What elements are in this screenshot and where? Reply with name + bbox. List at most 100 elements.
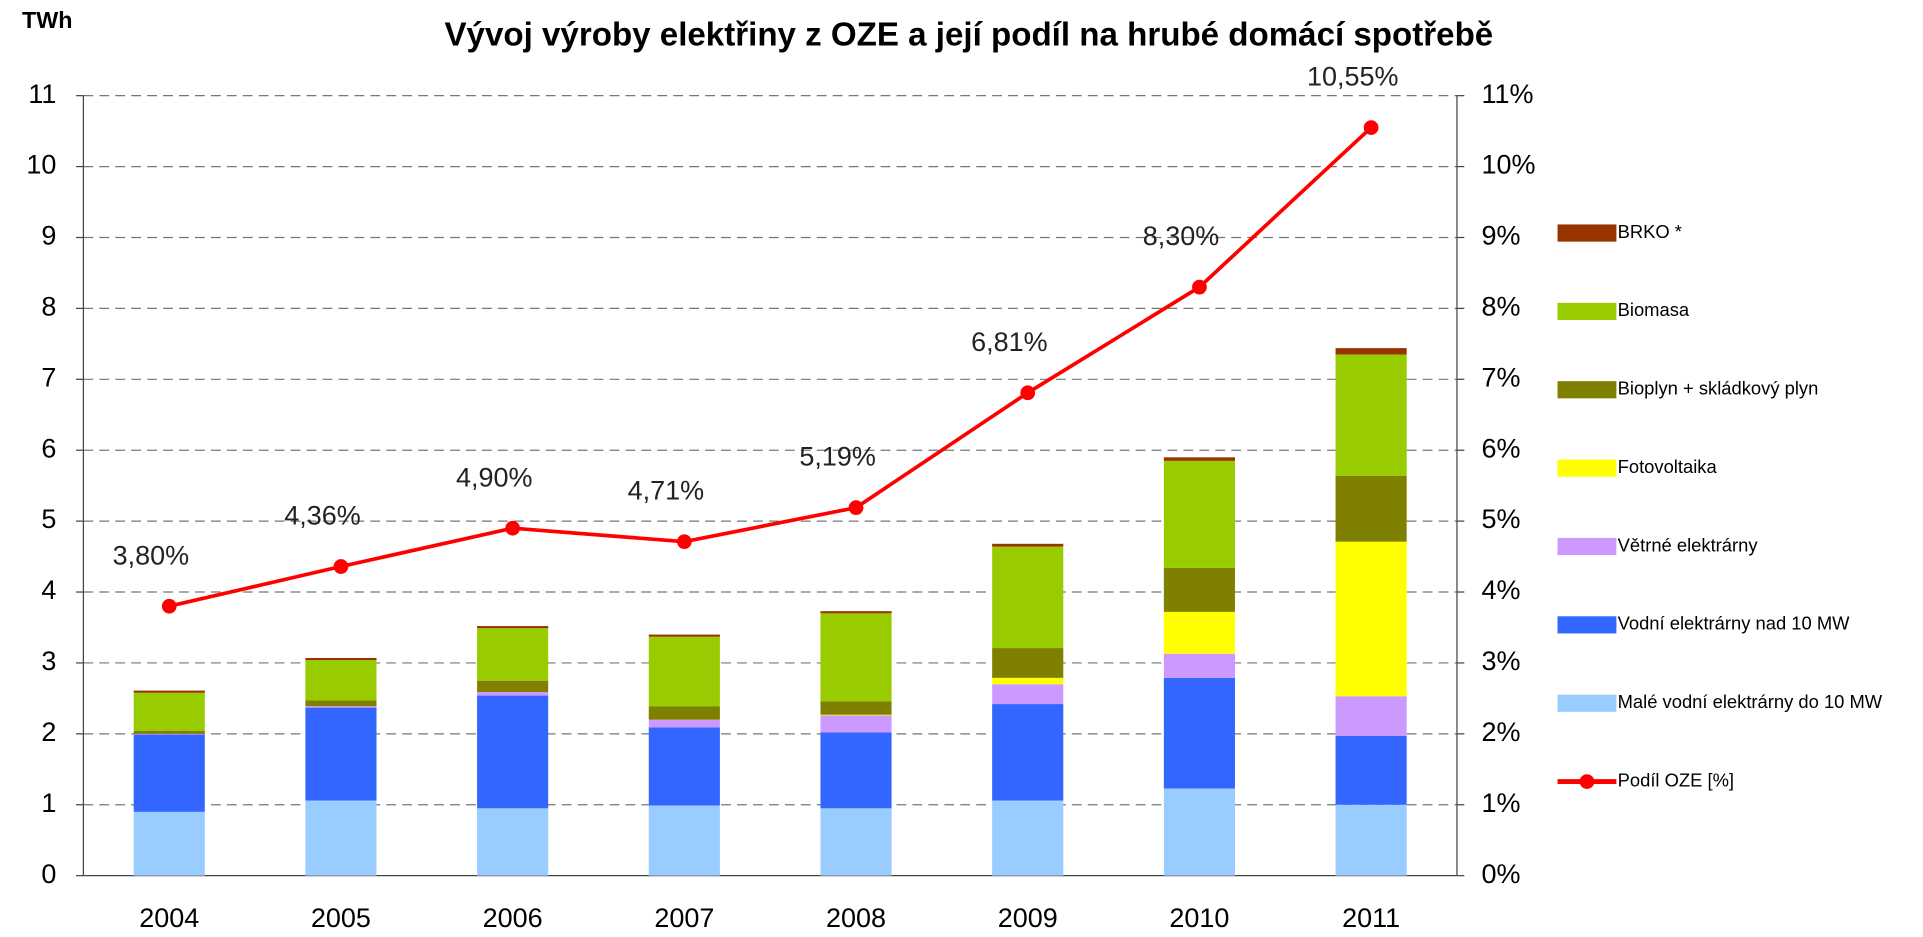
bar-segment (477, 626, 549, 629)
legend-swatch (1557, 302, 1617, 320)
y-tick-label: 10 (26, 150, 56, 180)
legend-label: Vodní elektrárny nad 10 MW (1618, 613, 1851, 634)
bar-segment (305, 706, 377, 708)
data-label: 3,80% (113, 540, 189, 570)
bar-segment (305, 657, 377, 661)
bar-segment (1163, 677, 1235, 789)
chart-title: Vývoj výroby elektřiny z OZE a její podí… (444, 17, 1493, 54)
legend-swatch (1557, 694, 1617, 712)
bar-segment (820, 611, 892, 614)
line-point (848, 500, 864, 516)
data-label: 6,81% (971, 327, 1047, 357)
bar-segment (992, 800, 1064, 876)
line-point (1020, 385, 1036, 401)
x-tick-label: 2005 (311, 903, 371, 933)
bar-segment (648, 805, 720, 876)
y-tick-label: 1 (41, 788, 56, 818)
line-point (161, 598, 177, 614)
bar-segment (133, 734, 205, 812)
bar-segment (133, 692, 205, 732)
bar-segment (305, 800, 377, 876)
y2-tick-label: 6% (1481, 433, 1520, 463)
y2-tick-label: 8% (1481, 292, 1520, 322)
bar-segment (992, 648, 1064, 678)
y-tick-label: 8 (41, 292, 56, 322)
bar-segment (477, 680, 549, 693)
bar-segment (1335, 696, 1407, 736)
legend-swatch (1557, 537, 1617, 556)
bar-segment (992, 543, 1064, 547)
bar-segment (648, 727, 720, 806)
bar-segment (133, 733, 205, 735)
bar-segment (477, 695, 549, 809)
y2-tick-label: 1% (1481, 788, 1520, 818)
x-tick-label: 2008 (826, 903, 886, 933)
x-tick-label: 2009 (998, 903, 1058, 933)
bar-segment (820, 808, 892, 876)
bar-segment (820, 701, 892, 715)
legend-label: BRKO * (1618, 221, 1682, 242)
bar-segment (1163, 460, 1235, 568)
line-point (676, 534, 692, 550)
bar-segment (477, 808, 549, 876)
bar-segment (1335, 475, 1407, 542)
x-tick-label: 2011 (1342, 903, 1400, 933)
x-tick-label: 2004 (139, 903, 199, 933)
bar-segment (1335, 541, 1407, 697)
legend-swatch (1557, 616, 1617, 634)
bar-segment (1163, 567, 1235, 612)
legend-swatch (1557, 381, 1617, 399)
y-tick-label: 7 (41, 362, 56, 392)
bar-segment (648, 706, 720, 720)
y-tick-label: 11 (28, 79, 56, 109)
bar-segment (820, 613, 892, 702)
bar-segment (1163, 788, 1235, 876)
y2-tick-label: 3% (1481, 646, 1520, 676)
bar-segment (648, 636, 720, 707)
line-point (333, 559, 349, 574)
data-label: 4,71% (628, 476, 704, 506)
bar-segment (992, 677, 1064, 685)
data-label: 4,36% (284, 501, 360, 531)
legend-swatch (1557, 224, 1617, 242)
bar-segment (648, 719, 720, 728)
bar-segment (992, 684, 1064, 705)
bar-segment (1163, 457, 1235, 461)
bar-segment (305, 700, 377, 707)
legend-label: Malé vodní elektrárny do 10 MW (1618, 691, 1883, 712)
y2-tick-label: 11% (1481, 79, 1533, 109)
data-label: 4,90% (456, 462, 532, 492)
bar-segment (992, 704, 1064, 801)
legend-label: Bioplyn + skládkový plyn (1618, 378, 1819, 399)
y-tick-label: 6 (41, 433, 56, 463)
line (168, 126, 1373, 609)
bar-segment (820, 714, 892, 716)
y-tick-label: 5 (41, 504, 56, 534)
legend-swatch (1557, 459, 1617, 477)
bar-segment (1335, 354, 1407, 476)
x-tick-label: 2007 (654, 903, 714, 933)
bar-segment (1163, 611, 1235, 654)
y-tick-label: 0 (41, 859, 56, 889)
legend-swatch (1579, 774, 1595, 789)
y2-tick-label: 10% (1481, 150, 1535, 180)
line-point (1192, 279, 1207, 295)
legend-label: Větrné elektrárny (1618, 534, 1759, 555)
y-tick-label: 9 (41, 221, 56, 251)
bar-segment (305, 660, 377, 701)
y-tick-label: 3 (41, 646, 56, 676)
line-point (505, 520, 520, 536)
legend-label: Biomasa (1618, 299, 1690, 320)
bar-segment (1335, 348, 1407, 355)
x-tick-label: 2010 (1169, 903, 1229, 933)
line-point (1363, 120, 1379, 135)
data-label: 8,30% (1143, 221, 1219, 251)
bar-segment (477, 692, 549, 696)
bar-segment (648, 634, 720, 637)
y2-tick-label: 9% (1481, 221, 1520, 251)
bar-segment (1335, 804, 1407, 876)
y-tick-label: 2 (41, 717, 56, 747)
legend-label: Podíl OZE [%] (1618, 769, 1734, 790)
